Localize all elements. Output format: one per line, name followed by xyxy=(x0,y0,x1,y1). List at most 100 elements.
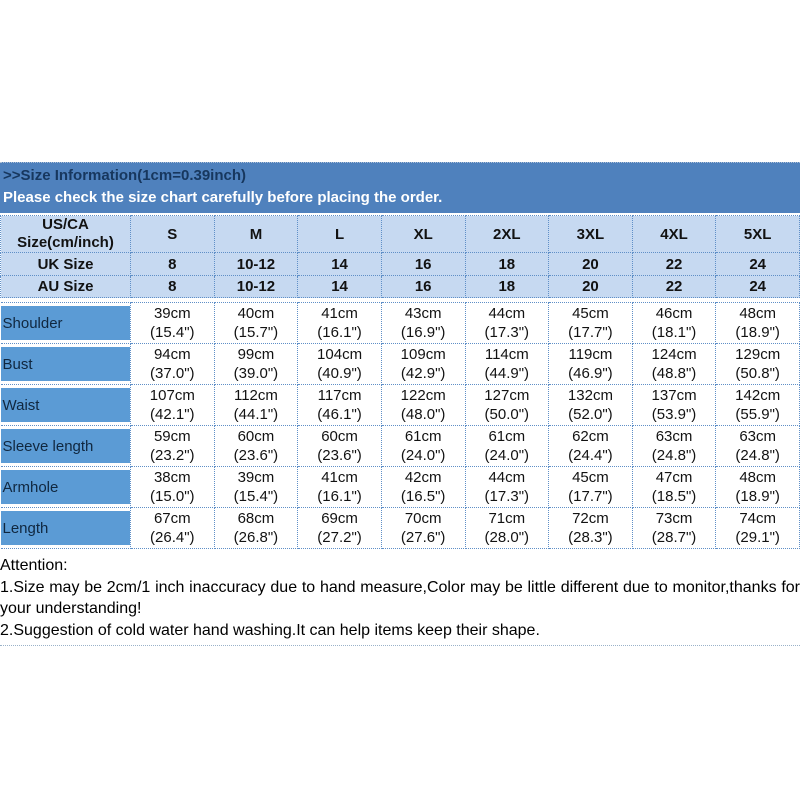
table-row: Bust 94cm (37.0") 99cm (39.0") 104cm (40… xyxy=(0,343,800,385)
measure-cell: 44cm (17.3") xyxy=(464,466,550,508)
size-column-header: 5XL xyxy=(715,215,800,253)
attention-note-1: 1.Size may be 2cm/1 inch inaccuracy due … xyxy=(0,578,800,618)
uk-size-value: 20 xyxy=(548,252,633,276)
row-label: Length xyxy=(0,511,130,545)
measure-cell: 70cm (27.6") xyxy=(380,507,466,549)
measure-cell: 104cm (40.9") xyxy=(297,343,382,385)
au-size-value: 16 xyxy=(380,275,466,298)
uk-size-value: 10-12 xyxy=(213,252,299,276)
size-column-header: 2XL xyxy=(464,215,550,253)
table-row: Shoulder 39cm (15.4") 40cm (15.7") 41cm … xyxy=(0,302,800,344)
measure-cell: 59cm (23.2") xyxy=(130,425,215,467)
measure-cell: 41cm (16.1") xyxy=(297,302,382,344)
attention-note-2: 2.Suggestion of cold water hand washing.… xyxy=(0,621,540,639)
measure-cell: 39cm (15.4") xyxy=(130,302,215,344)
measure-cell: 69cm (27.2") xyxy=(297,507,382,549)
uk-size-value: 14 xyxy=(297,252,382,276)
measure-cell: 47cm (18.5") xyxy=(631,466,717,508)
measure-cell: 61cm (24.0") xyxy=(380,425,466,467)
measure-cell: 117cm (46.1") xyxy=(297,384,382,426)
uk-size-value: 18 xyxy=(464,252,550,276)
measure-cell: 112cm (44.1") xyxy=(213,384,299,426)
au-size-value: 18 xyxy=(464,275,550,298)
table-divider-cell xyxy=(0,297,800,303)
uk-size-value: 16 xyxy=(380,252,466,276)
measure-cell: 73cm (28.7") xyxy=(631,507,717,549)
table-divider xyxy=(0,297,800,303)
measure-cell: 67cm (26.4") xyxy=(130,507,215,549)
banner: >>Size Information(1cm=0.39inch) Please … xyxy=(0,162,800,215)
au-size-row: AU Size 8 10-12 14 16 18 20 22 24 xyxy=(0,275,800,298)
bottom-divider xyxy=(0,645,800,646)
measure-cell: 39cm (15.4") xyxy=(213,466,299,508)
table-row: Armhole 38cm (15.0") 39cm (15.4") 41cm (… xyxy=(0,466,800,508)
measure-cell: 63cm (24.8") xyxy=(715,425,800,467)
row-label-cell: Sleeve length xyxy=(0,425,131,467)
au-size-value: 20 xyxy=(548,275,633,298)
measure-cell: 132cm (52.0") xyxy=(548,384,633,426)
row-label-cell: Bust xyxy=(0,343,131,385)
measure-cell: 62cm (24.4") xyxy=(548,425,633,467)
row-label-cell: Shoulder xyxy=(0,302,131,344)
row-label: Bust xyxy=(0,347,130,381)
size-column-header: M xyxy=(213,215,299,253)
measure-cell: 114cm (44.9") xyxy=(464,343,550,385)
table-row: Length 67cm (26.4") 68cm (26.8") 69cm (2… xyxy=(0,507,800,549)
size-column-header: 4XL xyxy=(631,215,717,253)
measure-cell: 63cm (24.8") xyxy=(631,425,717,467)
uk-size-value: 24 xyxy=(715,252,800,276)
size-column-header: XL xyxy=(380,215,466,253)
uk-size-value: 22 xyxy=(631,252,717,276)
measure-cell: 127cm (50.0") xyxy=(464,384,550,426)
sheet: >>Size Information(1cm=0.39inch) Please … xyxy=(0,162,800,646)
measure-cell: 44cm (17.3") xyxy=(464,302,550,344)
measure-cell: 42cm (16.5") xyxy=(380,466,466,508)
measure-cell: 43cm (16.9") xyxy=(380,302,466,344)
row-label: Waist xyxy=(0,388,130,422)
measure-cell: 94cm (37.0") xyxy=(130,343,215,385)
au-size-value: 10-12 xyxy=(213,275,299,298)
measure-cell: 72cm (28.3") xyxy=(548,507,633,549)
au-size-value: 24 xyxy=(715,275,800,298)
row-label-cell: Waist xyxy=(0,384,131,426)
measure-cell: 38cm (15.0") xyxy=(130,466,215,508)
measure-cell: 48cm (18.9") xyxy=(715,466,800,508)
row-label-cell: Length xyxy=(0,507,131,549)
measure-cell: 68cm (26.8") xyxy=(213,507,299,549)
au-size-row-label: AU Size xyxy=(0,275,131,298)
measure-cell: 46cm (18.1") xyxy=(631,302,717,344)
row-label: Shoulder xyxy=(0,306,130,340)
table-header-row: US/CA Size(cm/inch) S M L XL 2XL 3XL 4XL… xyxy=(0,215,800,253)
au-size-value: 8 xyxy=(130,275,215,298)
attention-notes: Attention: 1.Size may be 2cm/1 inch inac… xyxy=(0,555,800,641)
measure-cell: 74cm (29.1") xyxy=(715,507,800,549)
measure-cell: 45cm (17.7") xyxy=(548,302,633,344)
measure-cell: 61cm (24.0") xyxy=(464,425,550,467)
table-row: Waist 107cm (42.1") 112cm (44.1") 117cm … xyxy=(0,384,800,426)
corner-header-cell: US/CA Size(cm/inch) xyxy=(0,215,131,253)
uk-size-row: UK Size 8 10-12 14 16 18 20 22 24 xyxy=(0,252,800,276)
measure-cell: 124cm (48.8") xyxy=(631,343,717,385)
measure-cell: 137cm (53.9") xyxy=(631,384,717,426)
uk-size-row-label: UK Size xyxy=(0,252,131,276)
row-label: Sleeve length xyxy=(0,429,130,463)
attention-heading: Attention: xyxy=(0,557,68,574)
banner-subtitle: Please check the size chart carefully be… xyxy=(3,189,443,206)
size-column-header: L xyxy=(297,215,382,253)
uk-size-value: 8 xyxy=(130,252,215,276)
au-size-value: 14 xyxy=(297,275,382,298)
measure-cell: 129cm (50.8") xyxy=(715,343,800,385)
measure-cell: 109cm (42.9") xyxy=(380,343,466,385)
measure-cell: 99cm (39.0") xyxy=(213,343,299,385)
size-column-header: 3XL xyxy=(548,215,633,253)
measure-cell: 142cm (55.9") xyxy=(715,384,800,426)
measure-cell: 122cm (48.0") xyxy=(380,384,466,426)
measure-cell: 71cm (28.0") xyxy=(464,507,550,549)
measure-cell: 60cm (23.6") xyxy=(297,425,382,467)
measure-cell: 48cm (18.9") xyxy=(715,302,800,344)
measure-cell: 60cm (23.6") xyxy=(213,425,299,467)
measure-cell: 119cm (46.9") xyxy=(548,343,633,385)
banner-title: >>Size Information(1cm=0.39inch) xyxy=(3,167,246,184)
measure-cell: 40cm (15.7") xyxy=(213,302,299,344)
